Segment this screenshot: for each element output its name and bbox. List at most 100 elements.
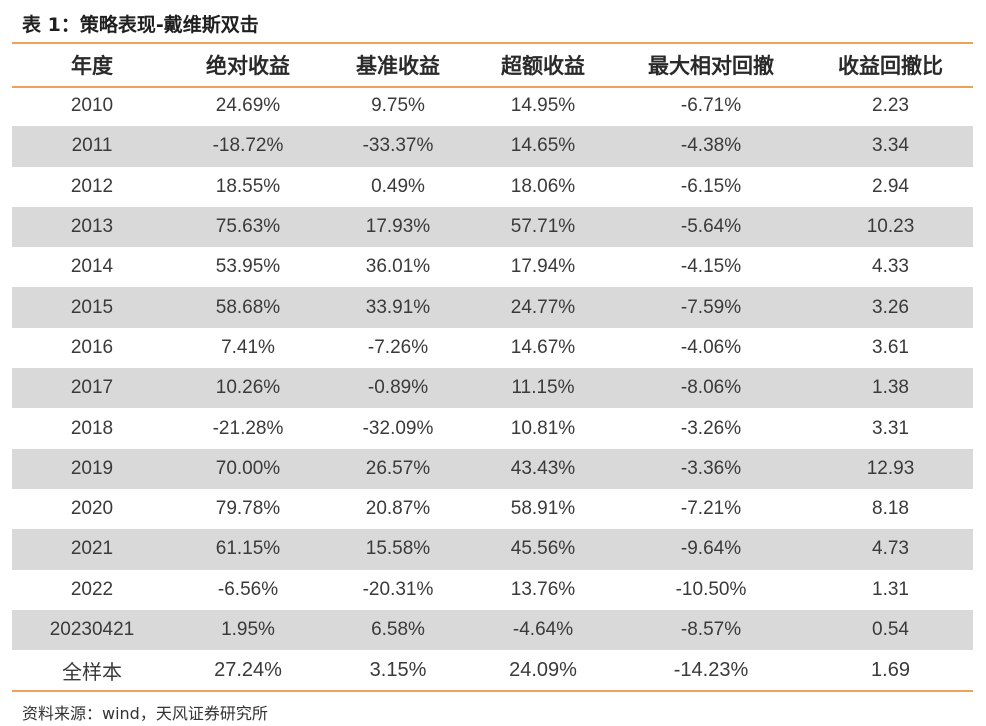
max-relative-drawdown-cell: -8.06%: [614, 368, 808, 409]
benchmark-return-cell: -7.26%: [367, 336, 429, 358]
year-cell: 2013: [12, 206, 172, 248]
table-title: 表 1：策略表现-戴维斯双击: [22, 14, 259, 36]
absolute-return-cell: -6.56%: [217, 578, 279, 600]
max-relative-drawdown-cell: -6.15%: [680, 175, 742, 197]
excess-return-cell: 18.06%: [510, 175, 576, 197]
max-relative-drawdown-cell: -7.21%: [680, 498, 742, 520]
max-relative-drawdown-cell: -4.06%: [680, 336, 742, 358]
return-drawdown-ratio-cell: 4.33: [872, 256, 909, 278]
table-row: 2014 53.95% 36.01% 17.94% -4.15% 4.33: [12, 247, 973, 287]
header-max-relative-drawdown: 最大相对回撤: [648, 54, 774, 78]
header-return-drawdown-ratio: 收益回撤比: [838, 54, 943, 78]
table-row: 2012 18.55% 0.49% 18.06% -6.15% 2.94: [12, 167, 973, 207]
table-row: 2011 -18.72% -33.37% 14.65% -4.38% 3.34: [12, 126, 973, 167]
excess-return-cell: 14.67%: [510, 336, 576, 358]
table-body: 2010 24.69% 9.75% 14.95% -6.71% 2.23 2011 -18.7…: [12, 86, 973, 690]
max-relative-drawdown-cell: -9.64%: [614, 529, 808, 570]
return-drawdown-ratio-cell: 1.31: [872, 578, 909, 600]
excess-return-cell: 17.94%: [510, 256, 576, 278]
benchmark-return-cell: 33.91%: [324, 287, 472, 328]
excess-return-cell: 43.43%: [472, 448, 614, 489]
performance-table-container: 年度 绝对收益 基准收益 超额收益 最大相对回撤 收益回撤比 2010 24.69…: [12, 42, 973, 693]
table-row: 2016 7.41% -7.26% 14.67% -4.06% 3.61: [12, 328, 973, 368]
max-relative-drawdown-cell: -5.64%: [614, 206, 808, 248]
max-relative-drawdown-cell: -7.59%: [614, 287, 808, 328]
benchmark-return-cell: 26.57%: [324, 448, 472, 489]
return-drawdown-ratio-cell: 3.31: [872, 417, 909, 439]
year-cell: 2019: [12, 448, 172, 489]
benchmark-return-cell: 36.01%: [365, 256, 431, 278]
bottom-rule: [12, 690, 973, 693]
year-cell: 2018: [70, 417, 114, 439]
header-benchmark-return: 基准收益: [356, 54, 440, 78]
return-drawdown-ratio-cell: 12.93: [808, 448, 973, 489]
excess-return-cell: 14.65%: [472, 126, 614, 167]
excess-return-cell: 57.71%: [472, 206, 614, 248]
source-note: 资料来源：wind，天风证券研究所: [22, 704, 268, 723]
excess-return-cell: 10.81%: [510, 417, 576, 439]
benchmark-return-cell: 20.87%: [365, 498, 431, 520]
absolute-return-cell: 18.55%: [215, 175, 281, 197]
excess-return-cell: -4.64%: [472, 609, 614, 651]
return-drawdown-ratio-cell: 1.69: [871, 658, 910, 681]
year-cell: 2012: [70, 175, 114, 197]
max-relative-drawdown-cell: -14.23%: [673, 658, 749, 681]
absolute-return-cell: 79.78%: [215, 498, 281, 520]
year-cell: 2010: [70, 95, 114, 117]
excess-return-cell: 24.77%: [472, 287, 614, 328]
table-row: 2010 24.69% 9.75% 14.95% -6.71% 2.23: [12, 86, 973, 126]
year-cell: 2021: [12, 529, 172, 570]
header-rule: [12, 86, 973, 88]
absolute-return-cell: 70.00%: [172, 448, 324, 489]
return-drawdown-ratio-cell: 3.34: [808, 126, 973, 167]
absolute-return-cell: 1.95%: [172, 609, 324, 651]
year-cell: 2015: [12, 287, 172, 328]
absolute-return-cell: 53.95%: [215, 256, 281, 278]
benchmark-return-cell: -33.37%: [324, 126, 472, 167]
year-cell: 全样本: [62, 661, 122, 684]
absolute-return-cell: -18.72%: [172, 126, 324, 167]
benchmark-return-cell: 17.93%: [324, 206, 472, 248]
max-relative-drawdown-cell: -4.15%: [680, 256, 742, 278]
return-drawdown-ratio-cell: 4.73: [808, 529, 973, 570]
excess-return-cell: 58.91%: [510, 498, 576, 520]
benchmark-return-cell: -0.89%: [324, 368, 472, 409]
absolute-return-cell: 24.69%: [215, 95, 281, 117]
benchmark-return-cell: 6.58%: [324, 609, 472, 651]
benchmark-return-cell: 9.75%: [371, 95, 425, 117]
return-drawdown-ratio-cell: 3.61: [872, 336, 909, 358]
year-cell: 20230421: [12, 609, 172, 651]
excess-return-cell: 11.15%: [472, 368, 614, 409]
header-row: 年度 绝对收益 基准收益 超额收益 最大相对回撤 收益回撤比: [12, 44, 973, 86]
max-relative-drawdown-cell: -4.38%: [614, 126, 808, 167]
header-absolute-return: 绝对收益: [206, 54, 290, 78]
table-row: 2021 61.15% 15.58% 45.56% -9.64% 4.73: [12, 529, 973, 570]
excess-return-cell: 13.76%: [510, 578, 576, 600]
absolute-return-cell: 58.68%: [172, 287, 324, 328]
table-row: 2017 10.26% -0.89% 11.15% -8.06% 1.38: [12, 368, 973, 409]
excess-return-cell: 24.09%: [509, 658, 577, 681]
table-row: 2015 58.68% 33.91% 24.77% -7.59% 3.26: [12, 287, 973, 328]
benchmark-return-cell: 15.58%: [324, 529, 472, 570]
absolute-return-cell: 27.24%: [214, 658, 282, 681]
performance-table: 年度 绝对收益 基准收益 超额收益 最大相对回撤 收益回撤比 2010 24.69…: [12, 44, 973, 690]
return-drawdown-ratio-cell: 3.26: [808, 287, 973, 328]
header-year: 年度: [71, 54, 113, 78]
return-drawdown-ratio-cell: 1.38: [808, 368, 973, 409]
table-row: 20230421 1.95% 6.58% -4.64% -8.57% 0.54: [12, 609, 973, 651]
table-row: 2020 79.78% 20.87% 58.91% -7.21% 8.18: [12, 489, 973, 529]
absolute-return-cell: -21.28%: [212, 417, 284, 439]
max-relative-drawdown-cell: -3.26%: [680, 417, 742, 439]
absolute-return-cell: 10.26%: [172, 368, 324, 409]
year-cell: 2022: [70, 578, 114, 600]
top-rule: [12, 42, 973, 44]
year-cell: 2011: [12, 126, 172, 167]
year-cell: 2020: [70, 498, 114, 520]
absolute-return-cell: 61.15%: [172, 529, 324, 570]
table-row: 全样本 27.24% 3.15% 24.09% -14.23% 1.69: [12, 650, 973, 690]
table-row: 2019 70.00% 26.57% 43.43% -3.36% 12.93: [12, 448, 973, 489]
return-drawdown-ratio-cell: 2.94: [872, 175, 909, 197]
max-relative-drawdown-cell: -6.71%: [680, 95, 742, 117]
return-drawdown-ratio-cell: 2.23: [872, 95, 909, 117]
return-drawdown-ratio-cell: 0.54: [808, 609, 973, 651]
